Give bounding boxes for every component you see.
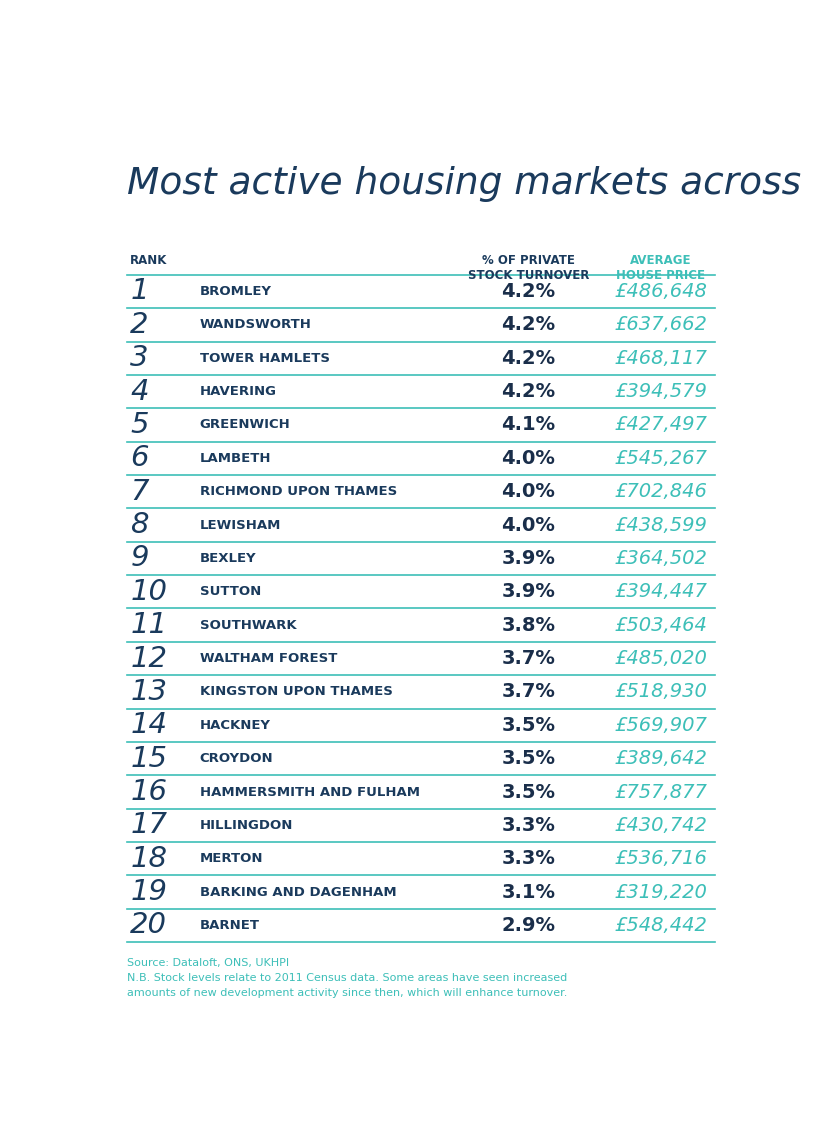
Text: GREENWICH: GREENWICH <box>200 418 290 432</box>
Text: HAMMERSMITH AND FULHAM: HAMMERSMITH AND FULHAM <box>200 785 420 799</box>
Text: LEWISHAM: LEWISHAM <box>200 519 281 532</box>
Text: £389,642: £389,642 <box>615 750 707 768</box>
Text: 11: 11 <box>130 611 167 639</box>
Text: 3.3%: 3.3% <box>501 816 555 835</box>
Text: 3.5%: 3.5% <box>501 715 555 735</box>
Text: £486,648: £486,648 <box>615 282 707 301</box>
Text: 3.7%: 3.7% <box>501 682 555 701</box>
Text: £468,117: £468,117 <box>615 349 707 367</box>
Text: 3: 3 <box>130 344 149 372</box>
Text: AVERAGE
HOUSE PRICE: AVERAGE HOUSE PRICE <box>616 255 705 282</box>
Text: 3.1%: 3.1% <box>501 883 555 901</box>
Text: 7: 7 <box>130 478 149 505</box>
Text: 4.0%: 4.0% <box>501 449 555 467</box>
Text: MERTON: MERTON <box>200 852 263 866</box>
Text: 4.0%: 4.0% <box>501 515 555 535</box>
Text: £427,497: £427,497 <box>615 416 707 434</box>
Text: 17: 17 <box>130 812 167 839</box>
Text: 15: 15 <box>130 745 167 773</box>
Text: RANK: RANK <box>130 255 168 267</box>
Text: 3.9%: 3.9% <box>501 582 555 602</box>
Text: 1: 1 <box>130 278 149 305</box>
Text: WANDSWORTH: WANDSWORTH <box>200 318 311 332</box>
Text: 3.5%: 3.5% <box>501 783 555 801</box>
Text: LAMBETH: LAMBETH <box>200 452 271 465</box>
Text: £503,464: £503,464 <box>615 615 707 635</box>
Text: £545,267: £545,267 <box>615 449 707 467</box>
Text: HACKNEY: HACKNEY <box>200 719 271 731</box>
Text: £548,442: £548,442 <box>615 916 707 934</box>
Text: £438,599: £438,599 <box>615 515 707 535</box>
Text: £757,877: £757,877 <box>615 783 707 801</box>
Text: BROMLEY: BROMLEY <box>200 285 271 298</box>
Text: £485,020: £485,020 <box>615 649 707 668</box>
Text: 19: 19 <box>130 878 167 906</box>
Text: £702,846: £702,846 <box>615 482 707 502</box>
Text: BARNET: BARNET <box>200 920 260 932</box>
Text: 4.2%: 4.2% <box>501 316 555 334</box>
Text: HILLINGDON: HILLINGDON <box>200 819 293 832</box>
Text: £364,502: £364,502 <box>615 549 707 568</box>
Text: 10: 10 <box>130 577 167 606</box>
Text: 4.2%: 4.2% <box>501 382 555 401</box>
Text: CROYDON: CROYDON <box>200 752 273 765</box>
Text: 3.8%: 3.8% <box>501 615 555 635</box>
Text: HAVERING: HAVERING <box>200 385 277 398</box>
Text: 3.5%: 3.5% <box>501 750 555 768</box>
Text: 2: 2 <box>130 311 149 339</box>
Text: Source: Dataloft, ONS, UKHPI
N.B. Stock levels relate to 2011 Census data. Some : Source: Dataloft, ONS, UKHPI N.B. Stock … <box>127 959 567 998</box>
Text: 3.7%: 3.7% <box>501 649 555 668</box>
Text: 16: 16 <box>130 778 167 806</box>
Text: £394,579: £394,579 <box>615 382 707 401</box>
Text: £536,716: £536,716 <box>615 850 707 868</box>
Text: 14: 14 <box>130 712 167 739</box>
Text: £569,907: £569,907 <box>615 715 707 735</box>
Text: 12: 12 <box>130 644 167 673</box>
Text: RICHMOND UPON THAMES: RICHMOND UPON THAMES <box>200 486 397 498</box>
Text: BEXLEY: BEXLEY <box>200 552 257 565</box>
Text: 3.9%: 3.9% <box>501 549 555 568</box>
Text: £637,662: £637,662 <box>615 316 707 334</box>
Text: £394,447: £394,447 <box>615 582 707 602</box>
Text: Most active housing markets across the region: Most active housing markets across the r… <box>127 166 815 202</box>
Text: SOUTHWARK: SOUTHWARK <box>200 619 297 631</box>
Text: WALTHAM FOREST: WALTHAM FOREST <box>200 652 337 665</box>
Text: % OF PRIVATE
STOCK TURNOVER: % OF PRIVATE STOCK TURNOVER <box>468 255 589 282</box>
Text: £430,742: £430,742 <box>615 816 707 835</box>
Text: 8: 8 <box>130 511 149 540</box>
Text: £518,930: £518,930 <box>615 682 707 701</box>
Text: 4.2%: 4.2% <box>501 349 555 367</box>
Text: £319,220: £319,220 <box>615 883 707 901</box>
Text: TOWER HAMLETS: TOWER HAMLETS <box>200 351 330 365</box>
Text: 20: 20 <box>130 912 167 939</box>
Text: 4: 4 <box>130 378 149 405</box>
Text: 18: 18 <box>130 845 167 872</box>
Text: 4.1%: 4.1% <box>501 416 555 434</box>
Text: 2.9%: 2.9% <box>501 916 555 934</box>
Text: 13: 13 <box>130 677 167 706</box>
Text: BARKING AND DAGENHAM: BARKING AND DAGENHAM <box>200 885 396 899</box>
Text: SUTTON: SUTTON <box>200 585 261 598</box>
Text: 4.0%: 4.0% <box>501 482 555 502</box>
Text: 6: 6 <box>130 444 149 472</box>
Text: 4.2%: 4.2% <box>501 282 555 301</box>
Text: 3.3%: 3.3% <box>501 850 555 868</box>
Text: 5: 5 <box>130 411 149 439</box>
Text: KINGSTON UPON THAMES: KINGSTON UPON THAMES <box>200 685 393 698</box>
Text: 9: 9 <box>130 544 149 573</box>
